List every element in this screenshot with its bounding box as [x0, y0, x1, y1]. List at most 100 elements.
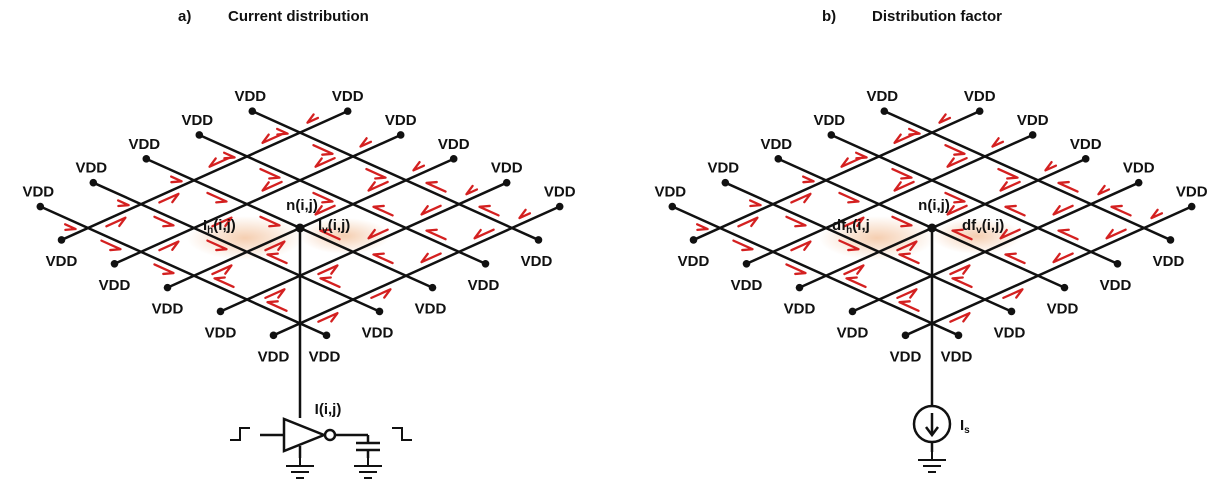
supply-terminal: [774, 155, 783, 163]
flow-arrow: [158, 240, 180, 252]
flow-arrow: [372, 252, 394, 265]
flow-arrow: [790, 240, 812, 252]
ground-icon: [918, 452, 946, 473]
grid-wire: [745, 133, 1034, 265]
flow-arrow: [949, 264, 971, 276]
vdd-label: VDD: [654, 184, 686, 201]
supply-labels: VDD VDD VDD VDD VDD VDD VDD VDD VDD VDD VDD VDD VDD V…: [22, 88, 575, 365]
flow-arrow: [213, 276, 235, 289]
supply-terminal: [954, 331, 963, 340]
source-label: Is: [960, 417, 970, 436]
vdd-label: VDD: [46, 253, 78, 270]
grid-wire: [219, 181, 508, 313]
flow-arrow: [946, 156, 968, 168]
flow-arrow: [891, 167, 913, 180]
flow-arrow: [261, 133, 283, 145]
flow-arrow: [314, 156, 336, 168]
supply-terminal: [668, 202, 677, 211]
flow-arrow: [1044, 160, 1058, 172]
flow-arrow: [306, 113, 320, 124]
flow-arrow: [737, 216, 759, 228]
grid-wire: [692, 109, 981, 242]
vdd-label: VDD: [678, 253, 710, 270]
flow-arrow: [1105, 228, 1127, 240]
supply-terminal: [428, 283, 437, 292]
supply-terminal: [827, 131, 836, 139]
flow-arrow: [785, 215, 807, 228]
inverter-icon: [260, 417, 337, 458]
flow-arrow: [211, 216, 233, 228]
flow-arrow: [1110, 204, 1132, 217]
vdd-label: VDD: [837, 324, 869, 341]
ground-icon: [354, 458, 382, 479]
grid-wire: [145, 157, 434, 289]
flow-arrow: [105, 216, 127, 228]
vdd-label: VDD: [760, 136, 792, 153]
flow-arrow: [843, 216, 865, 228]
flow-arrow: [946, 204, 968, 216]
vdd-label: VDD: [521, 253, 553, 270]
grid-wire: [904, 205, 1193, 337]
flow-arrow: [748, 199, 762, 208]
flow-arrow: [896, 240, 918, 252]
supply-terminal: [36, 202, 45, 211]
horizontal-current-label: Ih(i,j): [203, 217, 236, 236]
vdd-label: VDD: [1017, 112, 1049, 129]
flow-arrow: [997, 167, 1019, 180]
flow-arrow: [367, 228, 389, 240]
supply-terminal: [1028, 131, 1037, 139]
vdd-label: VDD: [128, 136, 160, 153]
node-label: n(i,j): [286, 197, 318, 214]
flow-arrow: [944, 144, 966, 156]
vdd-label: VDD: [181, 112, 213, 129]
flow-arrow: [944, 191, 966, 204]
flow-arrows: [695, 113, 1164, 323]
vdd-label: VDD: [438, 136, 470, 153]
flow-arrow: [312, 191, 334, 204]
vdd-label: VDD: [468, 277, 500, 294]
flow-arrow: [785, 263, 807, 276]
step-signal-icon: [230, 427, 250, 441]
flow-arrow: [425, 180, 447, 193]
vdd-label: VDD: [385, 112, 417, 129]
grid-wires: [668, 107, 1196, 340]
ground-icon: [286, 458, 314, 479]
vdd-label: VDD: [258, 348, 290, 365]
vdd-label: VDD: [1047, 301, 1079, 318]
flow-arrow: [1150, 208, 1164, 220]
supply-terminal: [89, 178, 98, 187]
flow-arrow: [790, 192, 812, 204]
flow-arrow: [412, 160, 426, 172]
flow-arrow: [259, 215, 281, 228]
flow-arrow: [518, 208, 532, 220]
supply-terminal: [534, 236, 543, 244]
flow-arrow: [843, 264, 865, 276]
supply-terminal: [1166, 236, 1175, 244]
flow-arrow: [951, 228, 973, 241]
vdd-label: VDD: [941, 348, 973, 365]
flow-arrow: [801, 175, 815, 184]
flow-arrow: [838, 191, 860, 204]
supply-terminal: [502, 178, 511, 187]
vdd-label: VDD: [890, 348, 922, 365]
flow-arrow: [951, 276, 973, 289]
flow-arrow: [153, 215, 175, 228]
grid-wire: [777, 157, 1066, 289]
flow-arrow: [840, 156, 862, 168]
vdd-label: VDD: [1070, 136, 1102, 153]
flow-arrow: [169, 175, 183, 184]
flow-arrow: [261, 180, 283, 192]
flow-arrow: [938, 113, 952, 124]
supply-terminal: [322, 331, 331, 340]
panel-b-tag: b): [822, 8, 837, 25]
flow-arrow: [695, 223, 709, 232]
vdd-label: VDD: [1100, 277, 1132, 294]
flow-arrow: [1004, 204, 1026, 217]
flow-arrow: [425, 228, 447, 241]
supply-terminal: [57, 236, 66, 244]
flow-arrow: [116, 199, 130, 208]
supply-terminal: [721, 178, 730, 187]
flow-arrow: [420, 252, 442, 264]
flow-arrow: [314, 204, 336, 216]
